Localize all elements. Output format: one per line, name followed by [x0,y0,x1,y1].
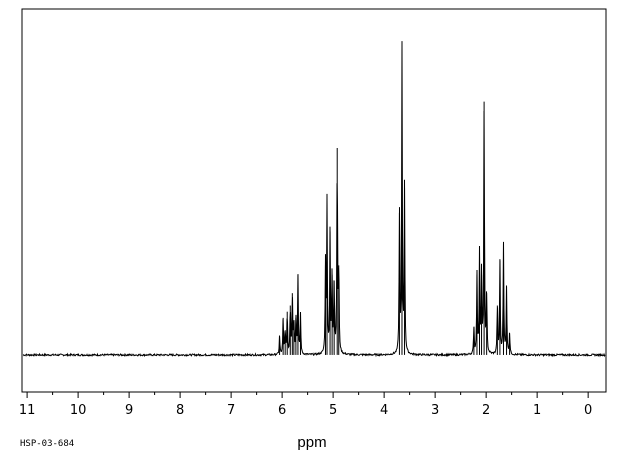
x-tick-label: 3 [431,403,439,418]
x-tick-label: 1 [533,403,541,418]
x-tick-label: 5 [329,403,337,418]
x-tick-label: 0 [584,403,592,418]
x-tick-label: 9 [125,403,133,418]
peak-group [279,49,511,355]
x-tick-label: 4 [380,403,388,418]
x-tick-label: 10 [70,403,87,418]
plot-frame [21,8,607,393]
x-tick-label: 7 [227,403,235,418]
spectrum-line [22,41,606,358]
x-tick-label: 11 [19,403,36,418]
x-axis-title: ppm [297,434,326,451]
x-tick-label: 6 [278,403,286,418]
x-tick-label: 2 [482,403,490,418]
x-tick-label: 8 [176,403,184,418]
x-axis: 11 10 9 8 7 6 5 4 3 2 1 0 [19,392,592,418]
spectrum-code: HSP-03-684 [20,439,74,449]
